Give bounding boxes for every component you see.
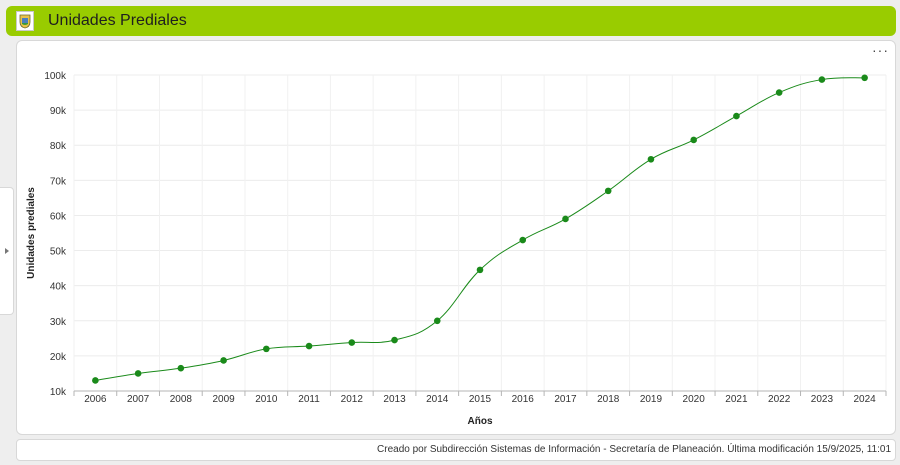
chart-panel: ··· [16, 40, 896, 435]
data-point [391, 336, 398, 344]
page-title: Unidades Prediales [48, 12, 187, 29]
x-tick-label: 2021 [725, 394, 748, 405]
x-tick-label: 2014 [426, 394, 449, 405]
data-point [305, 342, 313, 350]
more-options-button[interactable]: ··· [872, 42, 889, 58]
x-tick-label: 2019 [640, 394, 663, 405]
data-point [604, 187, 612, 195]
data-point [519, 236, 527, 244]
data-point [177, 364, 185, 372]
x-tick-label: 2006 [84, 394, 107, 405]
data-point [220, 357, 227, 364]
data-point [861, 74, 868, 82]
x-tick-label: 2017 [554, 394, 577, 405]
x-tick-label: 2016 [512, 394, 535, 405]
x-tick-label: 2013 [383, 394, 406, 405]
x-tick-label: 2010 [255, 394, 278, 405]
data-point [733, 112, 740, 120]
x-tick-label: 2020 [683, 394, 706, 405]
y-tick-label: 90k [50, 106, 67, 117]
x-axis-title: Años [468, 416, 493, 427]
chevron-right-icon [4, 248, 9, 254]
header-bar: Unidades Prediales [6, 6, 896, 36]
data-point [818, 76, 826, 83]
x-tick-label: 2023 [811, 394, 834, 405]
footer-bar: Creado por Subdirección Sistemas de Info… [16, 439, 896, 461]
data-point [433, 317, 441, 325]
line-chart: 10k 20k 30k 40k 50k 60k 70k 80k 90k 100k 2006 2007 2… [26, 71, 887, 427]
x-tick-label: 2015 [469, 394, 492, 405]
y-tick-label: 100k [44, 71, 67, 82]
coat-of-arms-icon [16, 11, 34, 31]
data-point [476, 266, 484, 274]
data-point [92, 377, 99, 384]
x-tick-label: 2008 [170, 394, 193, 405]
data-point [562, 215, 569, 223]
y-tick-label: 50k [50, 247, 67, 258]
data-point [348, 339, 356, 346]
series-line [95, 77, 865, 381]
x-tick-label: 2018 [597, 394, 620, 405]
y-tick-label: 60k [50, 211, 67, 222]
y-tick-label: 70k [50, 176, 67, 187]
x-tick-label: 2011 [298, 394, 320, 405]
x-tick-label: 2022 [768, 394, 791, 405]
x-tick-label: 2012 [341, 394, 364, 405]
data-point [263, 345, 270, 353]
y-tick-label: 80k [50, 141, 67, 152]
data-point [690, 136, 697, 144]
footer-credit: Creado por Subdirección Sistemas de Info… [377, 444, 891, 455]
data-point [134, 370, 142, 377]
y-tick-label: 10k [50, 387, 67, 398]
y-tick-label: 30k [50, 317, 67, 328]
y-tick-label: 40k [50, 282, 67, 293]
x-tick-label: 2009 [212, 394, 235, 405]
y-tick-label: 20k [50, 352, 67, 363]
x-tick-label: 2007 [127, 394, 150, 405]
data-point [647, 155, 655, 163]
x-tick-label: 2024 [854, 394, 877, 405]
y-axis-title: Unidades prediales [26, 187, 37, 279]
data-point [775, 89, 783, 96]
side-panel-toggle[interactable] [0, 187, 14, 315]
